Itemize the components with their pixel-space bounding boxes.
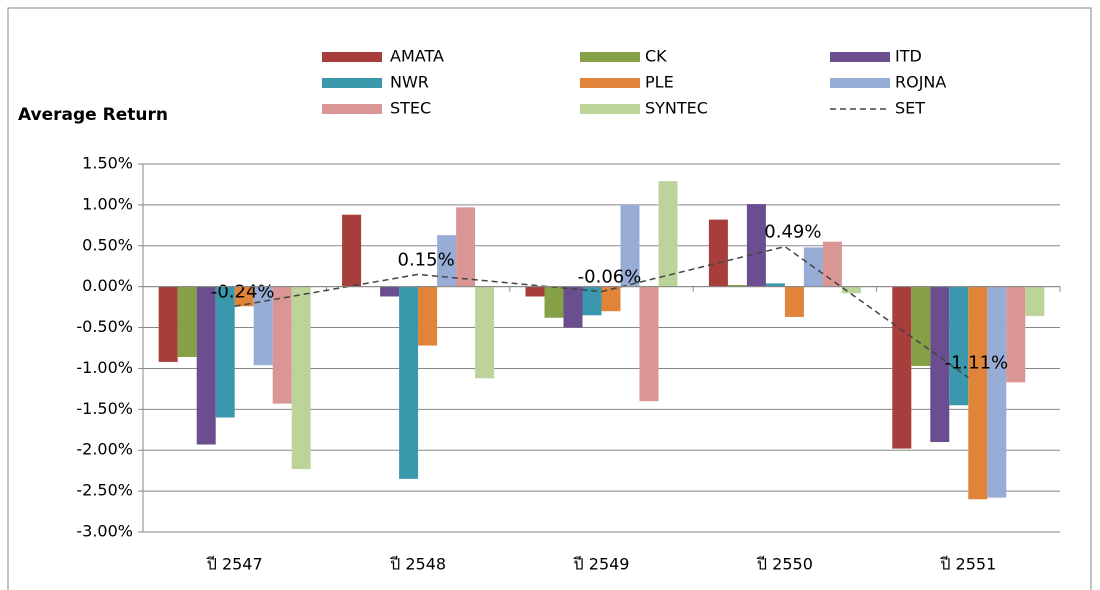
bar xyxy=(253,286,273,366)
x-tick-label: ปี 2548 xyxy=(390,555,446,574)
y-tick-label: -1.50% xyxy=(76,399,133,418)
bar xyxy=(456,207,476,287)
bar xyxy=(158,286,178,362)
legend-label: PLE xyxy=(645,73,674,92)
chart-frame xyxy=(7,7,1092,590)
legend-label: SYNTEC xyxy=(645,99,708,118)
y-tick-label: 1.50% xyxy=(82,154,133,173)
bar xyxy=(380,286,400,297)
bar xyxy=(437,235,457,287)
bar xyxy=(658,181,678,287)
bar xyxy=(291,286,311,470)
bar xyxy=(1025,286,1045,317)
set-line xyxy=(234,245,969,379)
bar xyxy=(582,286,602,316)
data-label: -0.06% xyxy=(578,267,642,288)
bar xyxy=(177,286,197,357)
y-tick-label: -3.00% xyxy=(76,522,133,541)
bar xyxy=(563,286,583,328)
bar xyxy=(601,286,621,312)
y-tick-label: -2.50% xyxy=(76,481,133,500)
y-tick-label: 0.00% xyxy=(82,276,133,295)
legend-label: NWR xyxy=(390,73,429,92)
bar xyxy=(234,286,254,307)
legend-swatch xyxy=(580,104,640,114)
bar xyxy=(911,286,931,366)
legend-swatch xyxy=(830,52,890,62)
x-tick-label: ปี 2551 xyxy=(940,555,996,574)
legend-swatch xyxy=(322,104,382,114)
x-tick-label: ปี 2550 xyxy=(757,555,813,574)
bar xyxy=(784,286,804,317)
bar xyxy=(765,283,785,287)
bar xyxy=(841,286,861,294)
bar xyxy=(620,204,640,287)
bar xyxy=(987,286,1007,498)
x-tick-label: ปี 2547 xyxy=(206,555,262,574)
y-axis-title: Average Return xyxy=(18,105,168,125)
legend-label: SET xyxy=(895,99,925,118)
y-tick-label: 0.50% xyxy=(82,235,133,254)
y-tick-label: -1.00% xyxy=(76,358,133,377)
data-label: 0.49% xyxy=(764,222,821,243)
data-label: -0.24% xyxy=(211,281,275,302)
bar xyxy=(639,286,659,402)
bar xyxy=(544,286,564,318)
legend-label: AMATA xyxy=(390,47,444,66)
legend-label: ROJNA xyxy=(895,73,946,92)
bar xyxy=(196,286,216,445)
data-label: 0.15% xyxy=(398,249,455,270)
data-label: -1.11% xyxy=(944,352,1008,373)
bar xyxy=(892,286,912,449)
bar xyxy=(1006,286,1026,383)
legend-swatch xyxy=(580,52,640,62)
bar xyxy=(968,286,988,500)
bar xyxy=(708,219,728,287)
x-tick-label: ปี 2549 xyxy=(573,555,629,574)
y-tick-label: -0.50% xyxy=(76,317,133,336)
legend-label: CK xyxy=(645,47,667,66)
legend-swatch xyxy=(830,78,890,88)
bar xyxy=(727,285,747,287)
y-tick-label: -2.00% xyxy=(76,440,133,459)
legend-label: STEC xyxy=(390,99,431,118)
bar xyxy=(475,286,495,379)
bar xyxy=(746,204,766,287)
bar xyxy=(930,286,950,443)
bar xyxy=(525,286,545,297)
bar xyxy=(342,214,362,287)
legend-swatch xyxy=(322,52,382,62)
bar xyxy=(215,286,235,418)
legend-label: ITD xyxy=(895,47,922,66)
legend-swatch xyxy=(322,78,382,88)
bar xyxy=(272,286,292,404)
legend-swatch xyxy=(580,78,640,88)
bar xyxy=(949,286,969,406)
bar xyxy=(399,286,419,479)
y-tick-label: 1.00% xyxy=(82,194,133,213)
bar xyxy=(822,241,842,287)
bar xyxy=(418,286,438,346)
